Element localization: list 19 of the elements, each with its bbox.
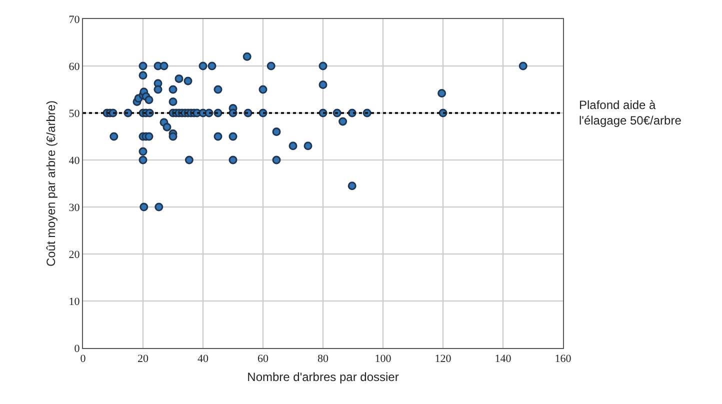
x-tick-label: 140 [494, 353, 512, 366]
x-tick-label: 160 [554, 353, 572, 366]
y-tick-label: 60 [68, 60, 80, 73]
x-tick-label: 60 [258, 353, 269, 366]
y-tick-label: 70 [68, 14, 80, 26]
y-tick-label: 50 [68, 108, 80, 120]
y-tick-label: 30 [68, 202, 80, 214]
y-tick-label: 10 [68, 296, 80, 308]
ref-line-label: Plafond aide à l'élagage 50€/arbre [579, 98, 682, 128]
x-tick-label: 20 [138, 353, 149, 366]
y-axis-title: Coût moyen par arbre (€/arbre) [44, 100, 58, 267]
x-axis-title: Nombre d'arbres par dossier [247, 370, 399, 384]
x-tick-label: 100 [374, 353, 392, 366]
y-tick-label: 40 [68, 154, 80, 167]
x-tick-label: 80 [318, 353, 329, 366]
x-tick-label: 40 [198, 353, 209, 366]
x-tick-label: 120 [434, 353, 452, 366]
y-tick-label: 0 [74, 342, 80, 355]
y-tick-label: 20 [68, 248, 80, 261]
